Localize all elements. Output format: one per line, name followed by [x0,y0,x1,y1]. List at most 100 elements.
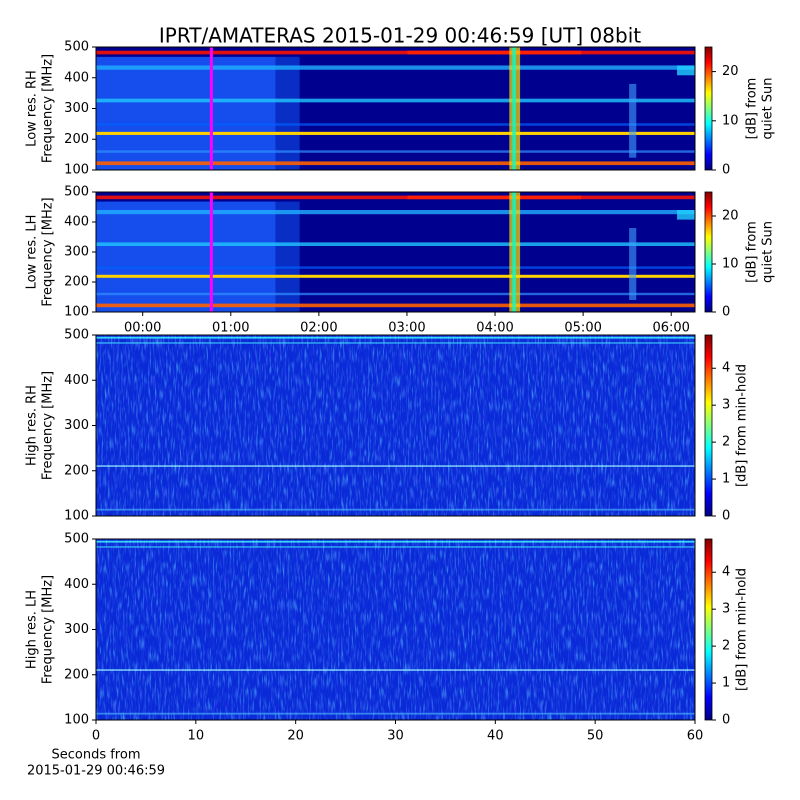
x-tick-label: 0 [92,729,100,744]
y-tick-label: 300 [64,101,89,116]
spectrogram-texture [96,161,695,166]
spectrogram-texture [629,83,637,158]
spectrogram-texture [629,228,637,300]
y-tick-label: 200 [64,275,89,290]
colorbar-label: [dB] from [745,221,760,283]
colorbar [704,334,713,517]
y-tick-label: 400 [64,577,89,592]
y-tick-label: 200 [64,463,89,478]
y-axis-label: High res. LH [25,590,40,669]
spectrogram-texture [96,342,695,344]
spectrogram-texture [96,539,695,720]
colorbar-tick-label: 2 [722,639,730,654]
spectrogram-texture [407,195,582,200]
spectrogram-texture [96,98,695,103]
x-tick-label: 04:00 [476,321,513,336]
spectrogram-texture [96,150,695,153]
spectrogram-texture [96,508,695,511]
y-tick-label: 100 [64,163,89,178]
spectrogram-texture [96,712,695,715]
colorbar-tick-label: 3 [722,602,730,617]
spectrogram-texture [96,195,695,200]
colorbar-label: [dB] from [745,78,760,140]
y-tick-label: 500 [64,40,89,55]
spectrogram-texture [96,669,695,671]
spectrogram-texture [96,210,695,215]
spectrogram-texture [512,47,516,170]
colorbar [704,538,713,721]
colorbar-tick-label: 3 [722,398,730,413]
spectrogram-texture [96,540,695,543]
colorbar [704,46,713,171]
spectrogram-texture [96,50,695,55]
x-tick-label: 30 [387,729,404,744]
spectrogram-texture [96,465,695,467]
spectrogram-texture [407,50,582,55]
colorbar-tick-label: 10 [722,113,739,128]
spectrogram-texture [96,335,695,516]
y-axis-label: Low res. LH [25,215,40,290]
colorbar [704,191,713,313]
y-tick-label: 100 [64,305,89,320]
x-tick-label: 60 [687,729,704,744]
spectrogram-texture [96,56,276,171]
spectrogram-texture [96,201,276,312]
y-axis-label: High res. RH [25,385,40,466]
y-tick-label: 100 [64,713,89,728]
y-axis-label: Frequency [MHz] [41,54,56,163]
panel: 100 200 300 400 500 High res. RH Frequency [MH… [25,328,750,524]
colorbar-label: [dB] from min-hold [735,364,750,487]
x-tick-label: 02:00 [300,321,337,336]
y-tick-label: 400 [64,373,89,388]
x-axis-label: Seconds from [51,748,140,763]
y-tick-label: 100 [64,509,89,524]
spectrogram-texture [275,201,300,312]
colorbar-tick-label: 0 [722,713,730,728]
spectrogram-texture [96,131,695,135]
x-tick-label: 50 [587,729,604,744]
spectrogram-texture [96,303,695,308]
x-tick-label: 00:00 [124,321,161,336]
colorbar-label: [dB] from min-hold [735,568,750,691]
colorbar-label: quiet Sun [761,77,776,139]
y-tick-label: 300 [64,418,89,433]
x-tick-label: 20 [287,729,304,744]
y-axis-label: Frequency [MHz] [41,575,56,684]
x-axis-label: 2015-01-29 00:46:59 [27,764,165,779]
spectrogram-texture [512,192,516,312]
spectrogram-texture [677,210,695,220]
spectrogram-texture [96,266,695,269]
x-tick-label: 06:00 [652,321,689,336]
spectrogram-texture [96,336,695,339]
y-tick-label: 200 [64,132,89,147]
spectrogram-texture [96,292,695,296]
spectrogram-texture [96,546,695,548]
colorbar-tick-label: 20 [722,64,739,79]
spectrogram-texture [96,274,695,278]
colorbar-tick-label: 4 [722,361,730,376]
y-axis-label: Low res. RH [25,70,40,147]
spectrogram-texture [96,242,695,246]
spectrogram-texture [96,123,695,126]
y-axis-label: Frequency [MHz] [41,371,56,480]
y-tick-label: 400 [64,215,89,230]
colorbar-tick-label: 10 [722,257,739,272]
y-tick-label: 500 [64,328,89,343]
colorbar-tick-label: 0 [722,163,730,178]
x-tick-label: 40 [487,729,504,744]
x-tick-label: 05:00 [564,321,601,336]
y-tick-label: 200 [64,667,89,682]
colorbar-tick-label: 2 [722,435,730,450]
x-tick-label: 03:00 [388,321,425,336]
spectrogram-texture [677,65,695,76]
colorbar-tick-label: 0 [722,305,730,320]
colorbar-tick-label: 20 [722,209,739,224]
y-tick-label: 300 [64,622,89,637]
colorbar-tick-label: 4 [722,565,730,580]
spectrogram-texture [96,65,695,70]
colorbar-tick-label: 1 [722,472,730,487]
